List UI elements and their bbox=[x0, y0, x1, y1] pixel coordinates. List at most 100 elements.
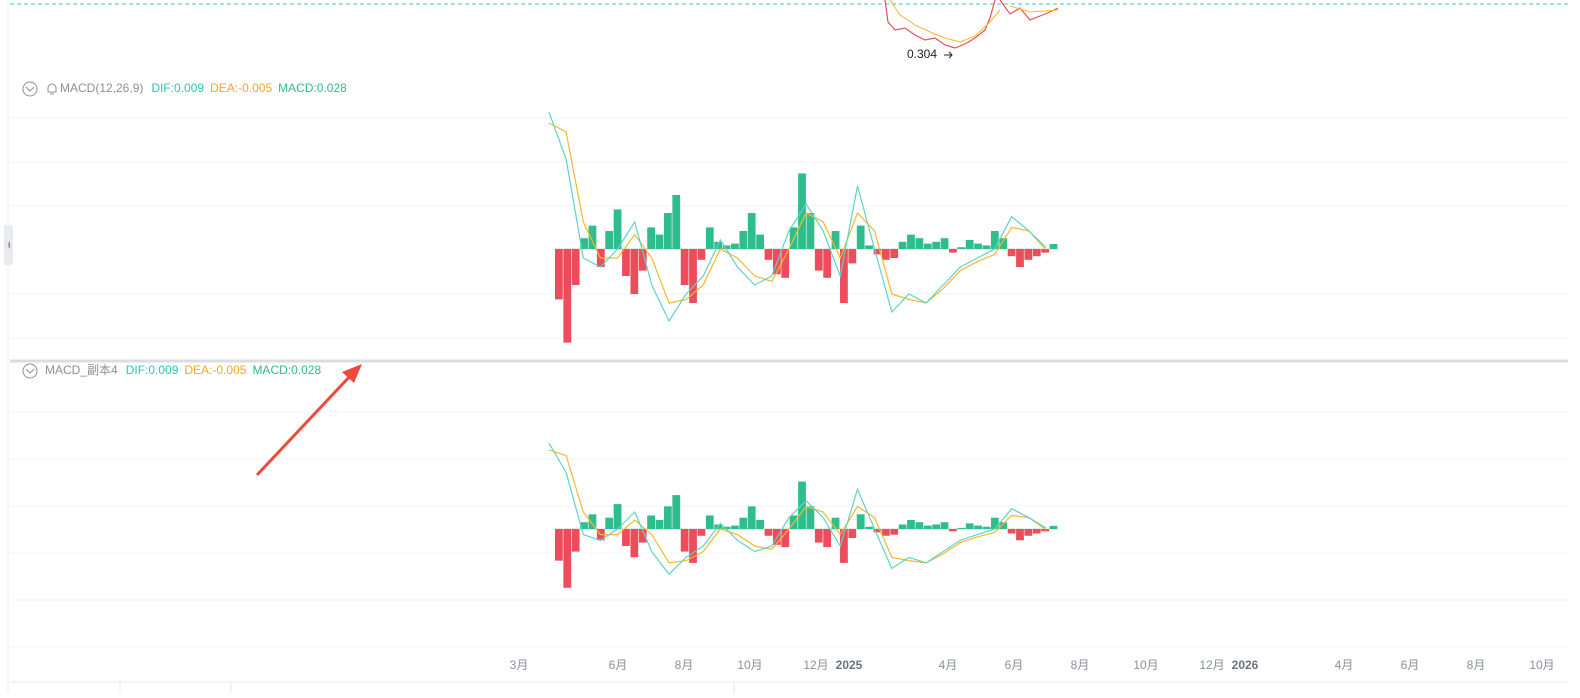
price-arrow bbox=[944, 51, 953, 59]
macd-bar bbox=[932, 241, 941, 249]
macd-bar bbox=[638, 249, 647, 271]
macd-bar bbox=[731, 243, 739, 249]
macd-bar bbox=[756, 234, 764, 249]
indicator-value: DEA:-0.005 bbox=[184, 363, 246, 377]
macd-bar bbox=[722, 245, 731, 249]
time-axis-label: 8月 bbox=[1071, 658, 1090, 672]
macd-bar bbox=[739, 517, 748, 529]
macd-bar bbox=[764, 529, 773, 536]
macd-bar bbox=[814, 249, 823, 271]
macd-bar bbox=[663, 213, 672, 249]
macd-bar bbox=[705, 515, 714, 529]
macd-bar bbox=[1024, 529, 1033, 536]
macd-bar bbox=[764, 249, 773, 260]
collapse-icon[interactable] bbox=[22, 81, 38, 97]
collapse-icon[interactable] bbox=[22, 363, 38, 379]
macd-bar bbox=[856, 514, 865, 529]
macd-bar bbox=[613, 209, 622, 249]
macd-bar bbox=[605, 231, 614, 249]
macd-bar bbox=[848, 529, 857, 539]
dif-line bbox=[548, 442, 1047, 576]
time-axis-label: 4月 bbox=[939, 658, 958, 672]
macd-bar bbox=[731, 525, 739, 529]
macd-bar bbox=[957, 527, 966, 529]
macd-bar bbox=[823, 529, 832, 548]
time-axis-label: 10月 bbox=[1529, 658, 1554, 672]
macd-bar bbox=[814, 529, 823, 543]
time-axis-label: 6月 bbox=[609, 658, 628, 672]
macd-bar bbox=[932, 524, 941, 529]
price-ma bbox=[889, 0, 1059, 43]
macd-bar bbox=[957, 247, 966, 249]
macd-bar bbox=[990, 231, 999, 249]
dea-line bbox=[548, 449, 1047, 564]
macd-bar bbox=[680, 529, 689, 552]
macd-bar bbox=[999, 522, 1008, 529]
macd-bar bbox=[555, 529, 563, 561]
macd-bar bbox=[622, 529, 630, 546]
macd-bar bbox=[563, 529, 572, 588]
footer-separators bbox=[119, 682, 735, 693]
macd-bar bbox=[1007, 249, 1016, 257]
dea-line bbox=[548, 122, 1047, 304]
macd-bar bbox=[747, 506, 756, 529]
macd-bar bbox=[781, 249, 790, 278]
macd-bar bbox=[1016, 249, 1024, 267]
macd-bar bbox=[881, 249, 890, 260]
macd-bar bbox=[680, 249, 689, 285]
indicator-name: MACD(12,26,9) bbox=[60, 81, 143, 95]
macd-bar bbox=[663, 506, 672, 529]
macd-bar bbox=[747, 213, 756, 249]
macd-bar bbox=[630, 529, 639, 558]
time-axis-label: 8月 bbox=[1467, 658, 1486, 672]
panel-grid bbox=[10, 117, 1568, 648]
macd-bar bbox=[1032, 249, 1041, 257]
macd-bar bbox=[1016, 529, 1024, 541]
indicator-value: MACD:0.028 bbox=[252, 363, 321, 377]
macd-bar bbox=[563, 249, 572, 343]
time-axis-label: 3月 bbox=[510, 658, 529, 672]
macd-bar bbox=[722, 526, 731, 529]
macd-bar bbox=[923, 243, 932, 249]
macd-bar bbox=[865, 245, 873, 249]
macd-bar bbox=[689, 249, 697, 303]
macd-bar bbox=[655, 234, 664, 249]
macd-bar bbox=[571, 249, 580, 285]
macd-bar bbox=[898, 241, 907, 249]
macd-bar bbox=[940, 238, 949, 249]
macd-bar bbox=[705, 227, 714, 249]
time-axis-label: 2026 bbox=[1232, 658, 1259, 672]
dif-line bbox=[548, 111, 1047, 323]
macd-bar bbox=[630, 249, 639, 294]
macd-bar bbox=[840, 249, 848, 303]
macd-bar bbox=[923, 525, 932, 529]
indicator-value: DIF:0.009 bbox=[126, 363, 179, 377]
time-axis-label: 4月 bbox=[1335, 658, 1354, 672]
macd-bar bbox=[806, 213, 815, 249]
indicator-value: DIF:0.009 bbox=[151, 81, 204, 95]
macd-bar bbox=[580, 238, 588, 249]
macd-bar bbox=[848, 249, 857, 264]
time-axis-label: 2025 bbox=[836, 658, 863, 672]
macd-bar bbox=[873, 249, 882, 255]
macd-bar bbox=[907, 234, 915, 249]
macd-bar bbox=[831, 231, 840, 249]
macd-bar bbox=[898, 524, 907, 529]
macd-bar bbox=[890, 529, 899, 535]
macd-bar bbox=[756, 519, 764, 529]
time-axis-label: 8月 bbox=[675, 658, 694, 672]
alert-icon[interactable] bbox=[47, 83, 57, 95]
macd-bar bbox=[990, 517, 999, 529]
macd-bar bbox=[622, 249, 630, 276]
macd-bar bbox=[739, 231, 748, 249]
macd-bar bbox=[588, 225, 597, 249]
macd-bar bbox=[840, 529, 848, 563]
macd-bar bbox=[1049, 525, 1058, 529]
macd-bar bbox=[647, 515, 655, 529]
time-axis-label: 12月 bbox=[803, 658, 828, 672]
macd-bar bbox=[856, 225, 865, 249]
macd-bar bbox=[781, 529, 790, 548]
macd-bar bbox=[940, 522, 949, 529]
macd-bar bbox=[1041, 249, 1050, 253]
